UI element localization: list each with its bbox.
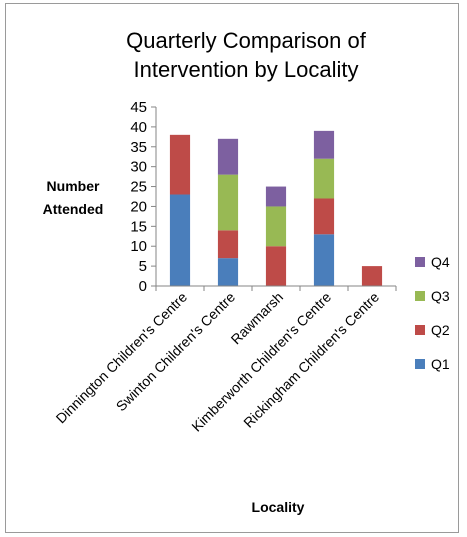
y-axis-title-line-1: Number [47,178,100,194]
y-tick-label: 20 [130,198,147,215]
bar-segment-q2 [169,134,191,195]
x-axis-title: Locality [252,499,305,515]
bar-segment-q3 [313,158,335,199]
bar-segment-q4 [313,130,335,159]
bar-segment-q4 [265,186,287,207]
bar-segment-q1 [169,194,191,286]
y-tick-label: 25 [130,179,147,196]
bar-segment-q3 [265,206,287,247]
bar-segment-q2 [217,230,239,259]
y-tick-label: 10 [130,238,147,255]
y-axis-title-line-2: Attended [43,201,104,217]
y-axis-ticks: 0 5 10 15 20 25 30 35 40 45 [130,99,156,295]
legend-swatch-q2 [415,325,425,335]
axes [155,107,397,291]
y-tick-label: 40 [130,119,147,136]
legend-label-q2: Q2 [431,322,450,338]
chart: Quarterly Comparison of Intervention by … [43,28,450,515]
y-tick-label: 35 [130,139,147,156]
bar-segment-q2 [313,198,335,235]
chart-frame: Quarterly Comparison of Intervention by … [5,3,459,533]
y-tick-label: 30 [130,159,147,176]
legend: Q4 Q3 Q2 Q1 [415,254,450,372]
y-tick-label: 15 [130,218,147,235]
bar-segment-q2 [265,246,287,286]
bar-segment-q1 [313,234,335,286]
bar-segment-q4 [217,138,239,175]
bar-segment-q1 [217,258,239,286]
legend-swatch-q1 [415,359,425,369]
y-tick-label: 45 [130,99,147,116]
legend-label-q4: Q4 [431,254,450,270]
legend-label-q1: Q1 [431,356,450,372]
legend-swatch-q4 [415,257,425,267]
bar-segment-q3 [217,174,239,231]
legend-label-q3: Q3 [431,288,450,304]
bars [169,130,383,286]
y-tick-label: 5 [139,258,147,275]
chart-title-line-2: Intervention by Locality [133,57,358,82]
chart-title-line-1: Quarterly Comparison of [126,28,367,53]
legend-swatch-q3 [415,291,425,301]
bar-segment-q2 [361,266,383,286]
y-tick-label: 0 [139,278,147,295]
